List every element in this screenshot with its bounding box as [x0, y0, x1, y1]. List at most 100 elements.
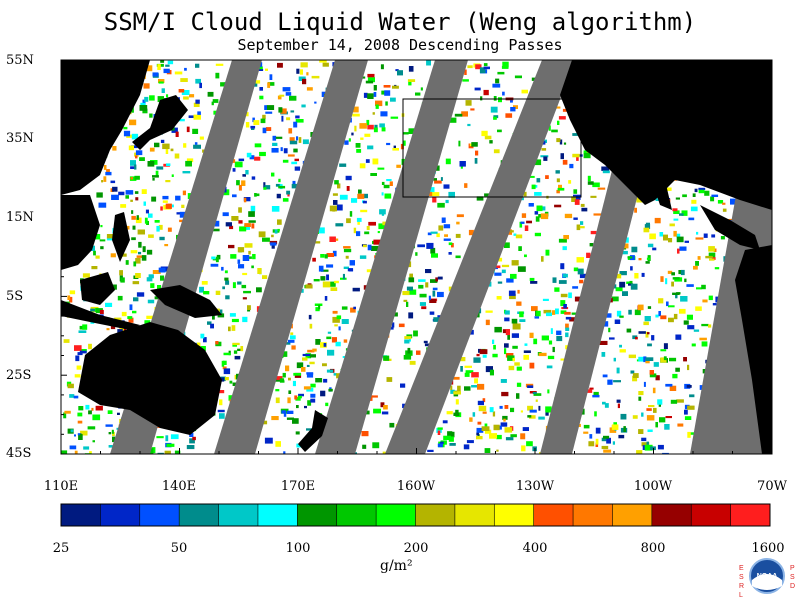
- cloud-pixel: [271, 206, 280, 212]
- cloud-pixel: [478, 405, 487, 412]
- cloud-pixel: [295, 119, 304, 123]
- cloud-pixel: [328, 388, 333, 392]
- cloud-pixel: [195, 63, 200, 68]
- cloud-pixel: [730, 198, 738, 205]
- cloud-pixel: [367, 244, 372, 251]
- cloud-pixel: [652, 387, 656, 394]
- cloud-pixel: [346, 218, 351, 224]
- colorbar-label-1600: 1600: [751, 541, 785, 556]
- cloud-pixel: [364, 231, 370, 235]
- cloud-pixel: [135, 217, 142, 224]
- cloud-pixel: [262, 420, 268, 425]
- cloud-pixel: [500, 379, 507, 383]
- cloud-pixel: [497, 71, 505, 75]
- cloud-pixel: [637, 304, 644, 311]
- cloud-pixel: [694, 188, 698, 193]
- cloud-pixel: [252, 117, 255, 123]
- cloud-pixel: [90, 321, 95, 324]
- cloud-pixel: [492, 411, 496, 417]
- cloud-pixel: [359, 163, 366, 169]
- cloud-pixel: [634, 273, 639, 279]
- cloud-pixel: [655, 314, 659, 318]
- cloud-pixel: [108, 445, 113, 448]
- cloud-pixel: [265, 127, 272, 131]
- cloud-pixel: [300, 62, 308, 68]
- map-subtitle: September 14, 2008 Descending Passes: [237, 36, 563, 54]
- cloud-pixel: [275, 183, 281, 187]
- cloud-pixel: [545, 249, 550, 256]
- cloud-pixel: [644, 224, 651, 229]
- cloud-pixel: [251, 223, 255, 229]
- cloud-pixel: [502, 61, 509, 68]
- cloud-pixel: [446, 411, 453, 415]
- cloud-pixel: [359, 255, 367, 259]
- cloud-pixel: [111, 429, 114, 434]
- cloud-pixel: [498, 97, 502, 103]
- cloud-pixel: [505, 113, 513, 118]
- cloud-pixel: [455, 409, 459, 416]
- cloud-pixel: [474, 378, 478, 384]
- cloud-pixel: [186, 126, 190, 133]
- cloud-pixel: [465, 100, 472, 106]
- cloud-pixel: [645, 331, 649, 338]
- cloud-pixel: [135, 273, 141, 278]
- cloud-pixel: [402, 132, 409, 135]
- cloud-pixel: [228, 244, 235, 249]
- cloud-pixel: [211, 101, 214, 106]
- cloud-pixel: [357, 193, 365, 199]
- cloud-pixel: [611, 424, 619, 430]
- svg-text:S: S: [790, 574, 795, 581]
- cloud-pixel: [178, 89, 185, 93]
- cloud-pixel: [334, 180, 339, 185]
- cloud-pixel: [426, 60, 431, 66]
- cloud-pixel: [303, 386, 311, 390]
- cloud-pixel: [337, 183, 341, 189]
- cloud-pixel: [222, 286, 225, 290]
- cloud-pixel: [583, 431, 589, 434]
- cloud-pixel: [699, 337, 707, 341]
- cloud-pixel: [331, 337, 337, 343]
- cloud-pixel: [444, 234, 448, 237]
- cloud-pixel: [425, 282, 429, 288]
- cloud-pixel: [378, 223, 385, 230]
- cloud-pixel: [292, 418, 299, 424]
- land-japan: [132, 95, 188, 150]
- cloud-pixel: [161, 88, 165, 93]
- cloud-pixel: [613, 357, 616, 362]
- cloud-pixel: [289, 137, 295, 142]
- cloud-pixel: [79, 433, 82, 437]
- cloud-pixel: [73, 395, 79, 399]
- cloud-pixel: [681, 210, 688, 216]
- cloud-pixel: [510, 273, 517, 279]
- cloud-pixel: [483, 66, 490, 70]
- cloud-pixel: [574, 296, 582, 302]
- cloud-pixel: [231, 318, 239, 323]
- cloud-pixel: [162, 200, 168, 203]
- cloud-pixel: [593, 213, 602, 216]
- cloud-pixel: [482, 398, 486, 403]
- cloud-pixel: [176, 212, 181, 215]
- cloud-pixel: [634, 309, 641, 316]
- cloud-pixel: [142, 246, 146, 253]
- cloud-pixel: [152, 270, 161, 274]
- cloud-pixel: [643, 321, 649, 326]
- cloud-pixel: [315, 307, 320, 312]
- cloud-pixel: [253, 120, 260, 125]
- cloud-pixel: [239, 226, 247, 232]
- cloud-pixel: [95, 308, 103, 314]
- cloud-pixel: [268, 82, 275, 86]
- cloud-pixel: [123, 130, 131, 137]
- cloud-pixel: [424, 343, 432, 347]
- cloud-pixel: [286, 417, 294, 420]
- cloud-pixel: [309, 354, 316, 358]
- cloud-pixel: [200, 333, 205, 339]
- cloud-pixel: [151, 196, 157, 202]
- cloud-pixel: [294, 395, 298, 400]
- cloud-pixel: [319, 60, 327, 63]
- cloud-pixel: [63, 339, 70, 343]
- cloud-pixel: [344, 140, 349, 145]
- cloud-pixel: [324, 296, 328, 301]
- cloud-pixel: [512, 345, 518, 349]
- cloud-pixel: [282, 159, 289, 163]
- cloud-pixel: [93, 234, 101, 240]
